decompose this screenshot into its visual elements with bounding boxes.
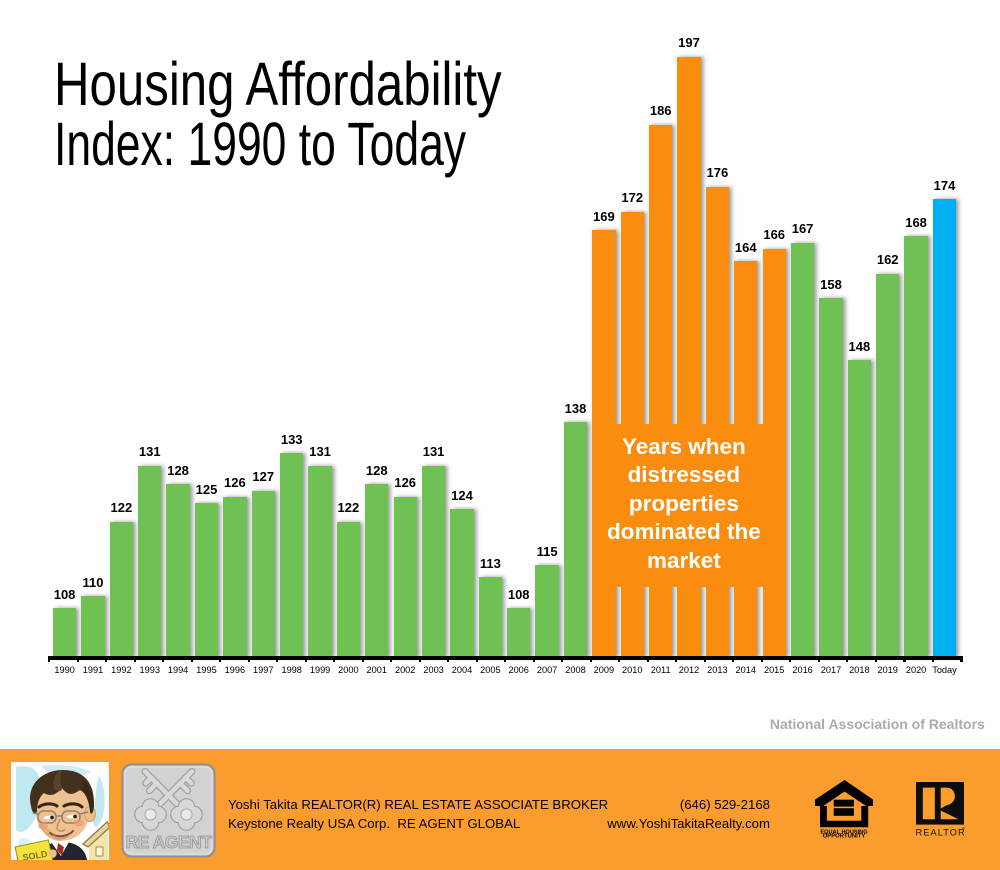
svg-text:SOLD: SOLD [22, 849, 49, 860]
svg-text:EQUAL HOUSING: EQUAL HOUSING [820, 829, 867, 835]
svg-text:RE AGENT: RE AGENT [126, 832, 213, 852]
svg-text:REALTOR: REALTOR [916, 828, 966, 838]
svg-text:®: ® [962, 826, 965, 831]
svg-text:OPPORTUNITY: OPPORTUNITY [823, 834, 866, 838]
